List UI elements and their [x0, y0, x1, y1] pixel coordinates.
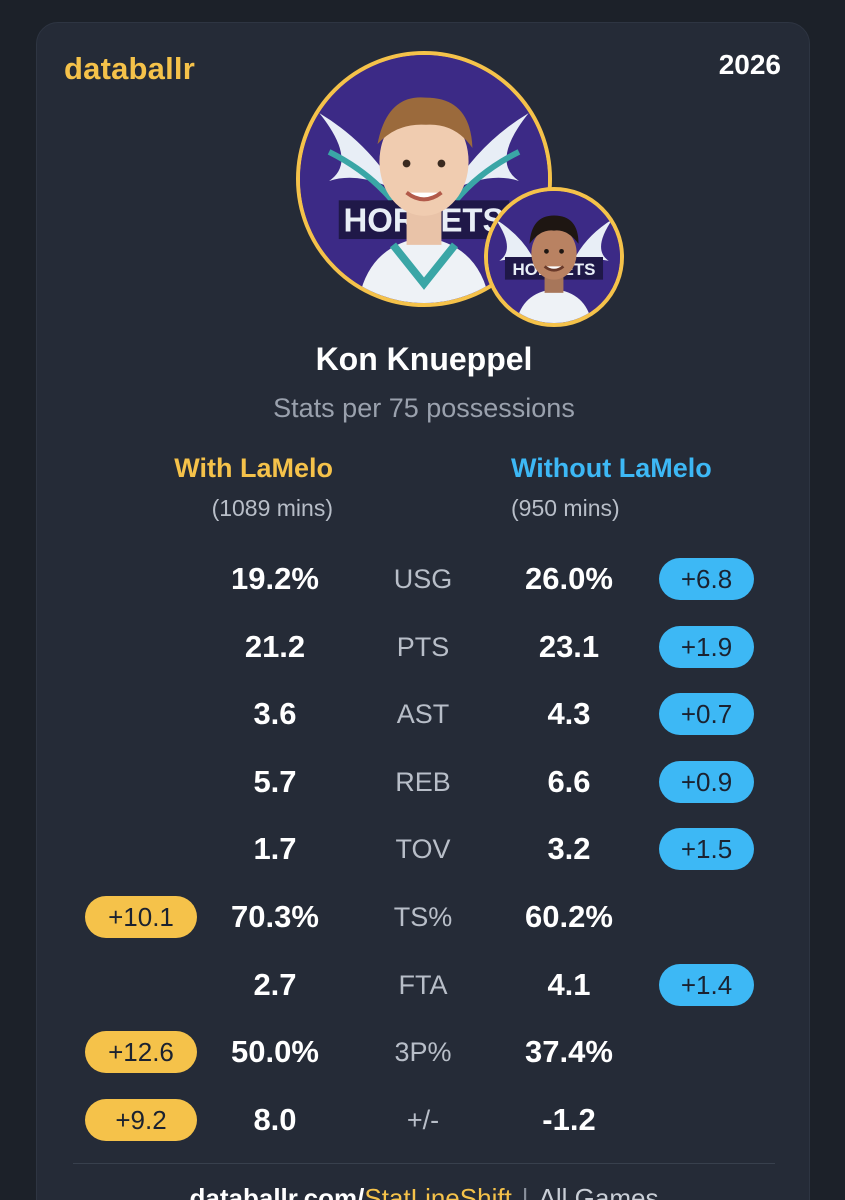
- footer-site-link[interactable]: databallr.com/: [189, 1183, 365, 1200]
- without-diff-badge: +6.8: [659, 558, 754, 600]
- without-value: 60.2%: [525, 899, 613, 934]
- stat-label: 3P%: [394, 1037, 452, 1068]
- stat-row: 1.7 TOV 3.2 +1.5: [37, 819, 811, 879]
- stat-row: +12.6 50.0% 3P% 37.4%: [37, 1022, 811, 1082]
- without-value: 26.0%: [525, 561, 613, 596]
- stat-label: PTS: [396, 631, 450, 662]
- with-value: 50.0%: [231, 1034, 319, 1070]
- without-diff-badge: +1.5: [659, 828, 754, 871]
- stat-label: USG: [393, 564, 453, 594]
- with-diff-badge: +10.1: [85, 896, 197, 938]
- without-diff-badge: +0.9: [659, 760, 754, 803]
- with-value: 19.2%: [231, 561, 319, 596]
- stat-label: +/-: [406, 1104, 440, 1135]
- without-diff-badge: +0.7: [659, 693, 754, 736]
- footer-separator: |: [521, 1183, 529, 1200]
- stat-row: 5.7 REB 6.6 +0.9: [37, 752, 811, 812]
- without-value: -1.2: [542, 1101, 596, 1137]
- footer-scope: All Games: [538, 1183, 659, 1200]
- with-value: 1.7: [253, 831, 297, 867]
- stat-label: TS%: [393, 902, 453, 932]
- season-label: 2026: [718, 49, 781, 80]
- without-lamelo-minutes: (950 mins): [511, 495, 620, 521]
- stats-basis-subtitle: Stats per 75 possessions: [273, 393, 575, 423]
- stat-label: TOV: [395, 834, 451, 865]
- stat-row: 21.2 PTS 23.1 +1.9: [37, 617, 811, 677]
- without-value: 37.4%: [525, 1034, 613, 1070]
- stat-row: +10.1 70.3% TS% 60.2%: [37, 887, 811, 947]
- footer: databallr.com/StatLineShift | All Games: [37, 1183, 811, 1200]
- without-value: 3.2: [547, 831, 591, 867]
- stat-card: databallr 2026 HORNETS HORNETS: [36, 22, 810, 1200]
- with-value: 21.2: [244, 628, 306, 664]
- with-value: 70.3%: [231, 899, 319, 934]
- teammate-headshot-icon: HORNETS: [484, 187, 624, 327]
- with-value: 8.0: [253, 1101, 297, 1137]
- with-lamelo-heading: With LaMelo: [174, 453, 333, 483]
- stat-row: +9.2 8.0 +/- -1.2: [37, 1090, 811, 1150]
- footer-path-link[interactable]: StatLineShift: [364, 1183, 512, 1200]
- stat-label: REB: [395, 766, 451, 797]
- without-value: 4.3: [547, 696, 591, 732]
- without-value: 4.1: [547, 966, 591, 1002]
- with-value: 3.6: [253, 696, 297, 732]
- with-lamelo-minutes: (1089 mins): [211, 495, 333, 521]
- with-value: 5.7: [253, 763, 297, 799]
- stat-label: FTA: [398, 969, 448, 1000]
- stat-row: 3.6 AST 4.3 +0.7: [37, 684, 811, 744]
- without-diff-badge: +1.4: [659, 963, 754, 1006]
- without-diff-badge: +1.9: [659, 625, 754, 668]
- stat-row: 2.7 FTA 4.1 +1.4: [37, 955, 811, 1015]
- without-value: 6.6: [547, 763, 591, 799]
- player-name: Kon Knueppel: [315, 341, 533, 377]
- without-lamelo-heading: Without LaMelo: [511, 453, 712, 483]
- stat-row: 19.2% USG 26.0% +6.8: [37, 549, 811, 609]
- without-value: 23.1: [538, 628, 600, 664]
- stat-label: AST: [396, 699, 450, 730]
- with-value: 2.7: [253, 966, 297, 1002]
- with-diff-badge: +9.2: [85, 1098, 197, 1141]
- brand-logo-text[interactable]: databallr: [64, 51, 196, 86]
- with-diff-badge: +12.6: [85, 1031, 197, 1074]
- player-headshot-icon: HORNETS: [296, 51, 552, 307]
- footer-divider: [73, 1163, 775, 1164]
